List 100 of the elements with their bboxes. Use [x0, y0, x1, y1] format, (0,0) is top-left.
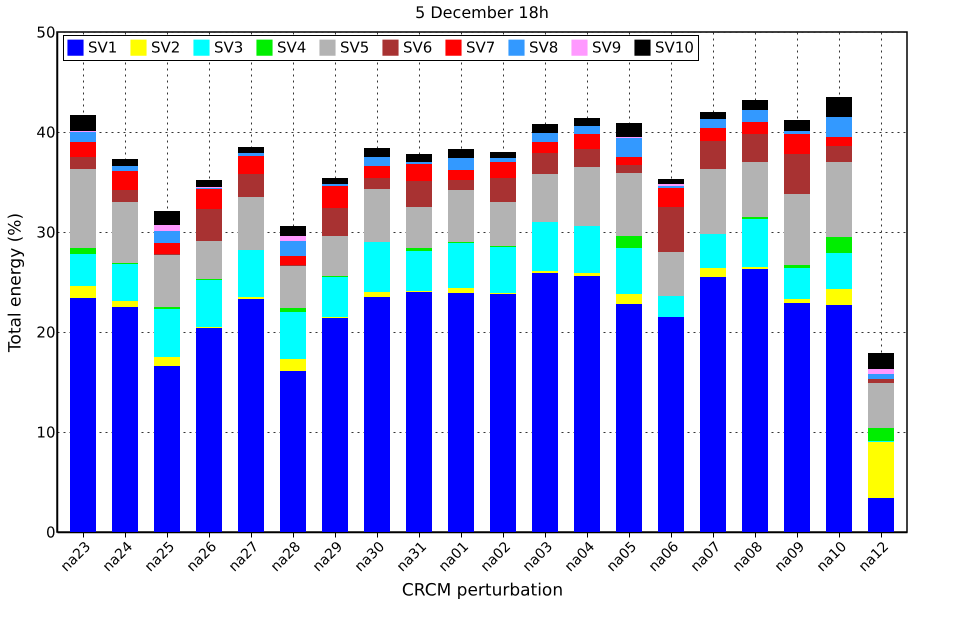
bar [826, 117, 852, 137]
bar [700, 268, 726, 277]
bar [784, 268, 810, 299]
bar [406, 207, 432, 248]
bar [70, 298, 96, 532]
bar [784, 154, 810, 194]
bar [406, 181, 432, 207]
bar [574, 118, 600, 126]
bar [238, 250, 264, 297]
bar [658, 296, 684, 317]
bar [196, 241, 222, 279]
bar [70, 248, 96, 254]
bar [700, 128, 726, 141]
bar [826, 253, 852, 289]
bar [574, 134, 600, 149]
bar [784, 194, 810, 265]
legend-label: SV10 [655, 38, 694, 57]
bar [574, 273, 600, 276]
bar [826, 305, 852, 532]
bar [868, 442, 894, 498]
bar [490, 178, 516, 202]
bar [658, 188, 684, 207]
bar [868, 374, 894, 379]
bar [490, 294, 516, 532]
bar [868, 428, 894, 441]
legend-label: SV4 [277, 38, 306, 57]
bar [532, 222, 558, 271]
bar [700, 119, 726, 128]
bar [574, 149, 600, 167]
bar [742, 162, 768, 217]
bar [784, 265, 810, 268]
y-axis-title: Total energy (%) [5, 212, 26, 354]
legend-label: SV1 [88, 38, 118, 57]
bar [616, 236, 642, 248]
bar [448, 149, 474, 158]
bar [154, 366, 180, 532]
bar [700, 112, 726, 119]
bar [322, 178, 348, 184]
bar [784, 134, 810, 154]
bar [238, 174, 264, 197]
x-axis-title: CRCM perturbation [402, 580, 564, 600]
bar [70, 157, 96, 169]
y-tick-label: 40 [36, 124, 56, 142]
bar [616, 138, 642, 157]
bar [154, 231, 180, 243]
bar [238, 299, 264, 532]
bar [406, 154, 432, 162]
bar [154, 309, 180, 357]
bar [112, 171, 138, 190]
bar [742, 219, 768, 267]
bar [112, 159, 138, 166]
bar [280, 308, 306, 312]
bar [868, 383, 894, 428]
bar [448, 288, 474, 293]
bar [574, 276, 600, 532]
bar [532, 174, 558, 222]
bar [616, 123, 642, 137]
y-tick-label: 10 [36, 424, 56, 442]
bar [448, 180, 474, 190]
bar [490, 202, 516, 246]
bar [196, 209, 222, 241]
bar [784, 299, 810, 303]
bar [868, 369, 894, 374]
bar [868, 353, 894, 369]
bar [658, 252, 684, 296]
legend-label: SV5 [340, 38, 370, 57]
bar [280, 359, 306, 371]
bar [700, 234, 726, 268]
legend-label: SV8 [529, 38, 558, 57]
bar [448, 158, 474, 170]
bar [742, 134, 768, 162]
bar [490, 158, 516, 162]
bar [532, 133, 558, 142]
bar [154, 243, 180, 254]
bar [154, 225, 180, 231]
bar [364, 242, 390, 292]
bar [868, 498, 894, 532]
bar [574, 226, 600, 273]
bar [322, 318, 348, 532]
bar [448, 293, 474, 532]
bar [196, 180, 222, 187]
bar [154, 255, 180, 307]
bar [574, 126, 600, 134]
bar [616, 173, 642, 236]
bar [784, 120, 810, 131]
bar [616, 248, 642, 294]
bar [826, 97, 852, 117]
bar [238, 153, 264, 156]
bar [70, 115, 96, 131]
bar [322, 236, 348, 276]
bar [364, 292, 390, 297]
legend-label: SV2 [151, 38, 180, 57]
bar [112, 307, 138, 532]
bar [112, 264, 138, 301]
bar [154, 211, 180, 225]
bar [532, 142, 558, 153]
bar [280, 371, 306, 532]
legend-label: SV6 [403, 38, 432, 57]
legend-label: SV3 [214, 38, 244, 57]
bar [448, 170, 474, 180]
